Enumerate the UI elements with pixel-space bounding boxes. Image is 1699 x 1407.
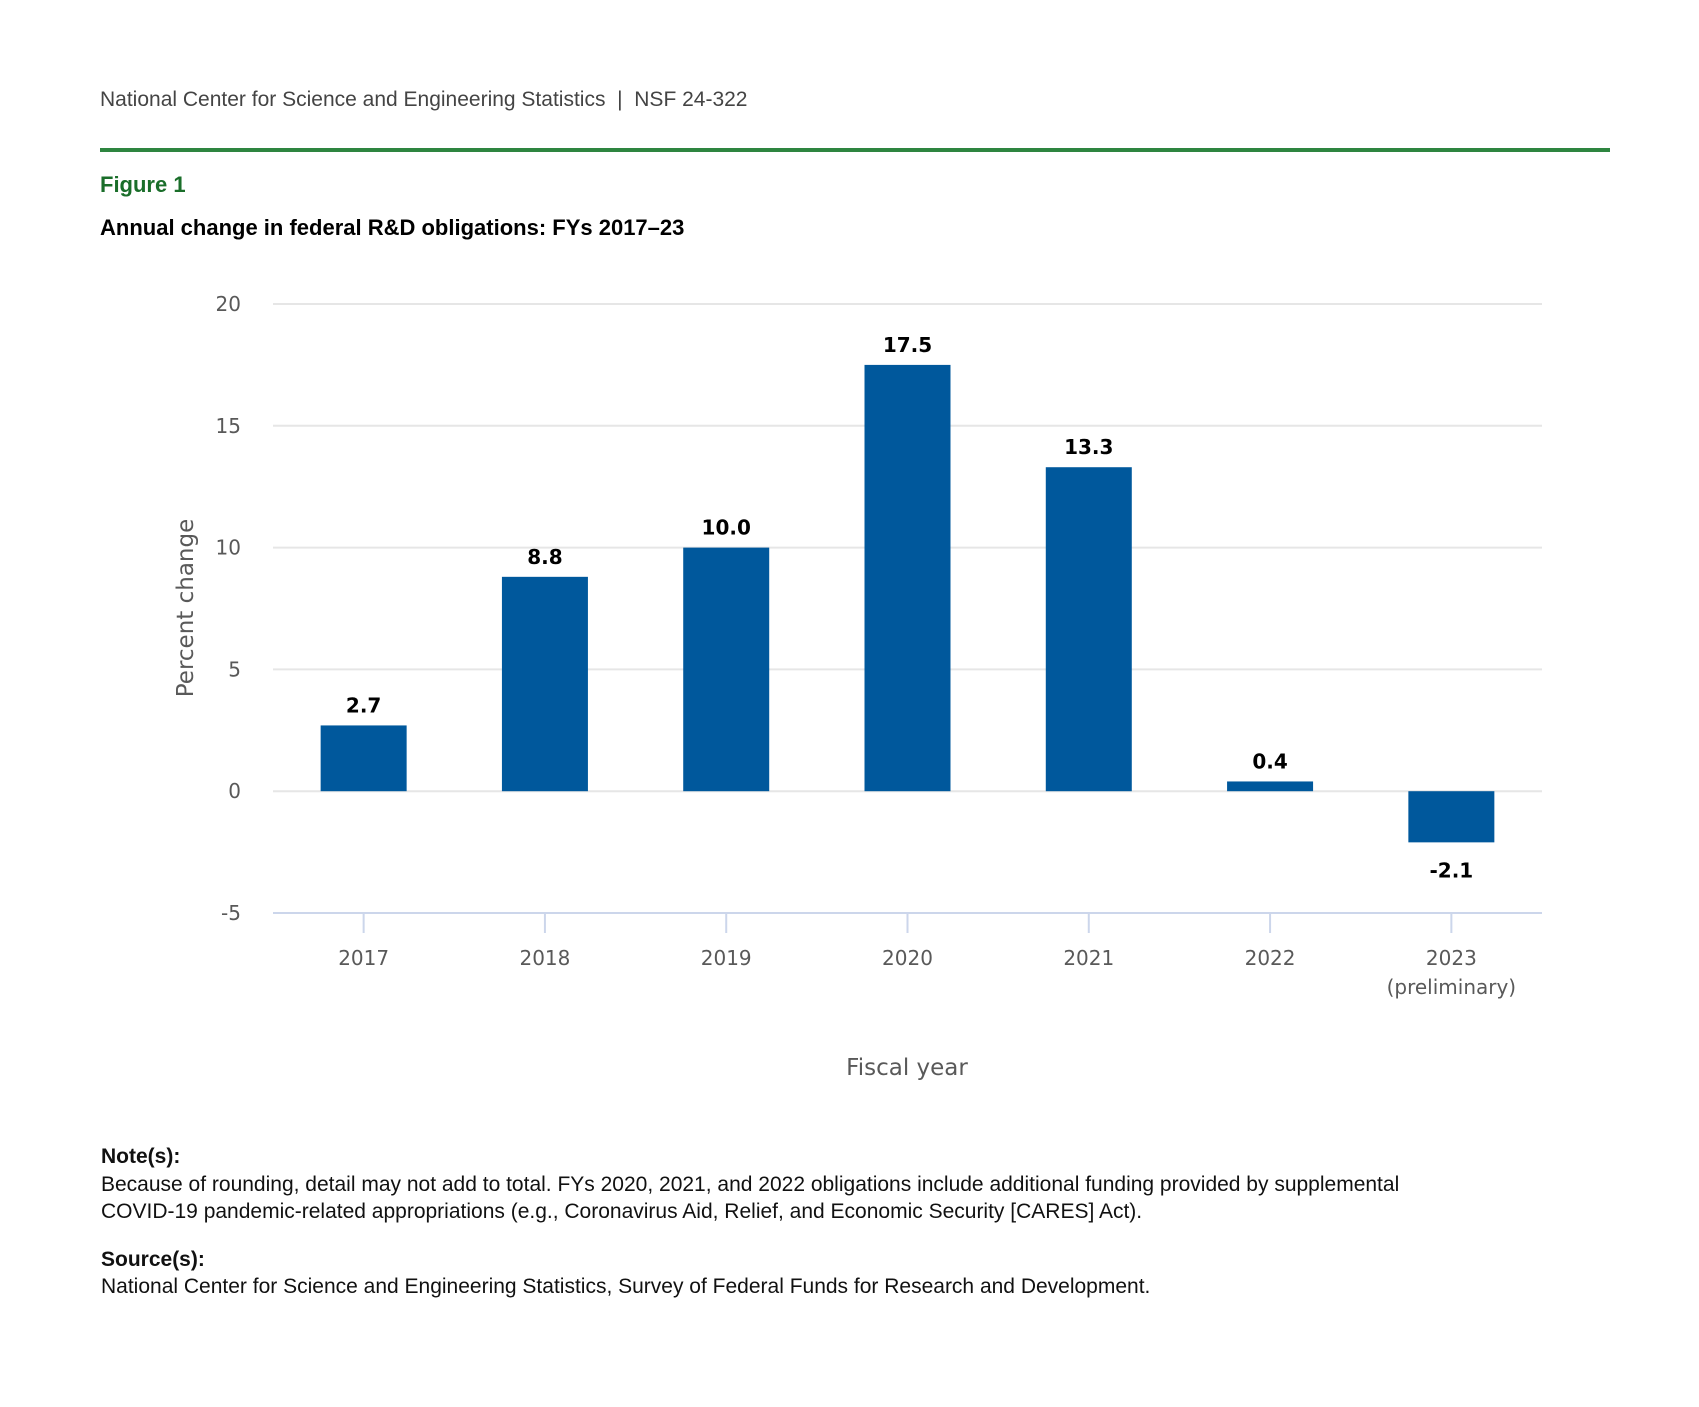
data-label: 8.8 <box>527 545 562 569</box>
y-axis-ticks: -5 0 5 10 15 20 <box>216 292 241 925</box>
notes-heading: Note(s): <box>101 1145 181 1168</box>
y-tick-label: 15 <box>216 414 241 438</box>
bar-2018 <box>501 576 588 792</box>
data-label: 2.7 <box>346 693 381 717</box>
notes-text-line-1: Because of rounding, detail may not add … <box>101 1172 1400 1196</box>
y-tick-label: 10 <box>216 536 241 560</box>
source-heading: Source(s): <box>101 1247 205 1271</box>
x-tick-label: 2018 <box>519 946 570 970</box>
data-label: 17.5 <box>883 333 932 357</box>
x-tick-sublabel: (preliminary) <box>1387 975 1517 999</box>
x-tick-label: 2022 <box>1245 946 1296 970</box>
x-tick-label: 2023 <box>1426 946 1477 970</box>
report-header: National Center for Science and Engineer… <box>100 88 748 112</box>
figure-label: Figure 1 <box>100 172 186 197</box>
notes-text-line-2: COVID-19 pandemic-related appropriations… <box>101 1200 1143 1223</box>
y-tick-label: -5 <box>221 901 241 925</box>
x-tick-label: 2017 <box>338 946 389 970</box>
data-label: -2.1 <box>1429 858 1473 882</box>
bar-chart: -5 0 5 10 15 20 2.7 8.8 10.0 17.5 13.3 0.4 -2.1 201… <box>173 292 1542 1081</box>
x-tick-label: 2019 <box>701 946 752 970</box>
bar-2017 <box>320 725 407 792</box>
bar-2021 <box>1045 467 1132 792</box>
source-text: National Center for Science and Engineer… <box>101 1275 1151 1298</box>
x-tick-label: 2021 <box>1063 946 1114 970</box>
x-axis-title: Fiscal year <box>846 1055 968 1081</box>
notes-section: Note(s): Because of rounding, detail may… <box>101 1143 1601 1301</box>
bar-2022 <box>1227 781 1314 792</box>
y-tick-label: 0 <box>228 779 241 803</box>
y-tick-label: 5 <box>228 657 241 681</box>
data-label: 10.0 <box>702 516 751 540</box>
x-tick-label: 2020 <box>882 946 933 970</box>
bars <box>320 364 1495 843</box>
x-axis: 2017 2018 2019 2020 2021 2022 2023 (preliminary… <box>273 912 1542 999</box>
data-label: 13.3 <box>1064 435 1113 459</box>
publisher-name: National Center for Science and Engineer… <box>100 88 606 111</box>
y-tick-label: 20 <box>216 292 241 316</box>
y-axis-title: Percent change <box>173 519 199 698</box>
data-label: 0.4 <box>1252 749 1287 773</box>
bar-2023 <box>1408 791 1495 843</box>
figure-title: Annual change in federal R&D obligations… <box>100 215 685 240</box>
report-id: NSF 24-322 <box>634 88 748 111</box>
bar-2020 <box>864 364 951 792</box>
data-labels: 2.7 8.8 10.0 17.5 13.3 0.4 -2.1 <box>346 333 1473 882</box>
header-rule <box>100 148 1610 152</box>
header-separator: | <box>617 88 623 111</box>
bar-2019 <box>683 547 770 792</box>
